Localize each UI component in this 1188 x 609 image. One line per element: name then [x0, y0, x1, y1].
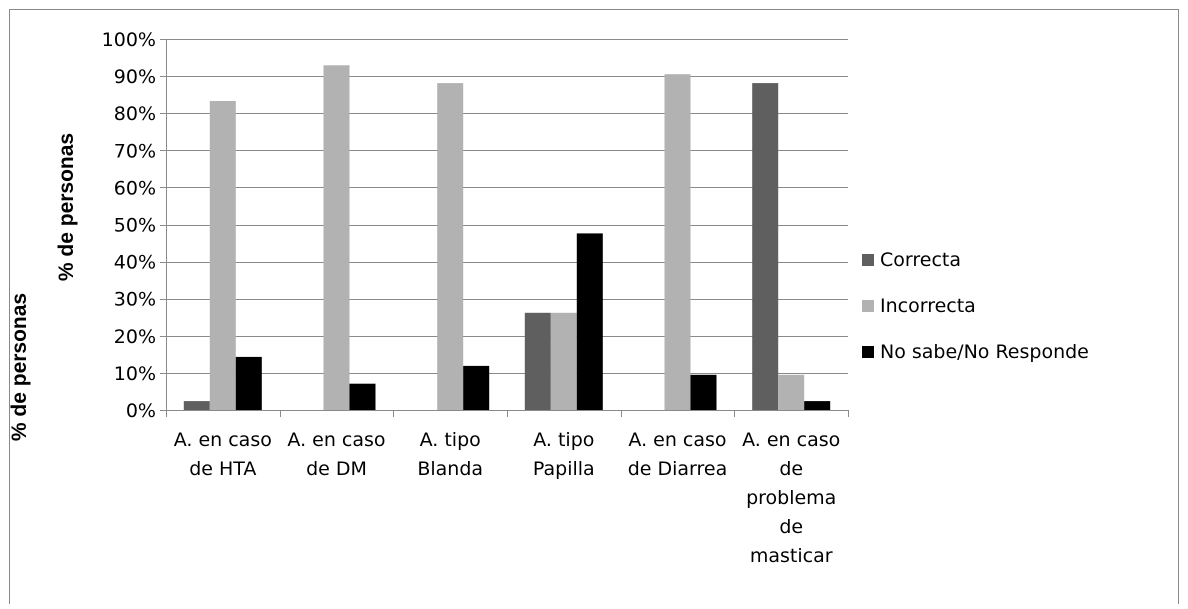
y-tick-label: 0%	[126, 400, 156, 422]
bar	[323, 65, 350, 411]
category-label: A. en caso de Diarrea	[628, 429, 728, 480]
y-tick-label: 10%	[114, 363, 156, 385]
bar	[752, 83, 779, 410]
bar	[804, 401, 831, 410]
y-tick-label: 20%	[114, 326, 156, 348]
y-tick-label: 80%	[114, 103, 156, 125]
legend-swatch	[862, 254, 874, 266]
y-tick-label: 70%	[114, 140, 156, 162]
bars	[183, 65, 831, 411]
y-tick-labels: 0% 10% 20% 30% 40% 50% 60% 70% 80% 90% 100%	[102, 29, 156, 422]
legend-label: Correcta	[880, 249, 961, 271]
legend-label: No sabe/No Responde	[880, 341, 1089, 363]
bar	[183, 401, 210, 410]
y-tick-label: 100%	[102, 29, 156, 51]
gridlines	[160, 39, 848, 411]
y-tick-label: 90%	[114, 66, 156, 88]
legend-swatch	[862, 300, 874, 312]
bar	[524, 312, 551, 410]
legend: Correcta Incorrecta No sabe/No Responde	[862, 249, 1089, 363]
axes	[166, 39, 849, 417]
y-axis-title-outer: % de personas	[8, 293, 31, 441]
bar	[576, 233, 603, 410]
bar	[463, 365, 490, 410]
category-label: A. tipo Blanda	[417, 429, 483, 480]
category-label: A. en caso de HTA	[174, 429, 272, 480]
y-axis-title: % de personas	[55, 133, 78, 281]
legend-label: Incorrecta	[880, 295, 976, 317]
bar	[664, 74, 691, 410]
bar	[235, 356, 262, 410]
category-label: A. en caso de DM	[287, 429, 385, 480]
y-tick-label: 30%	[114, 289, 156, 311]
legend-swatch	[862, 346, 874, 358]
category-label: A. en caso de problema de masticar	[742, 429, 840, 567]
bar	[209, 101, 236, 410]
bar	[437, 83, 464, 410]
y-tick-label: 50%	[114, 215, 156, 237]
bar	[550, 312, 577, 410]
bar	[778, 374, 805, 410]
category-labels: A. en caso de HTA A. en caso de DM A. tipo Bl…	[174, 429, 841, 567]
bar	[690, 374, 717, 410]
category-label: A. tipo Papilla	[533, 429, 595, 480]
bar	[349, 383, 376, 410]
y-tick-label: 40%	[114, 252, 156, 274]
y-tick-label: 60%	[114, 177, 156, 199]
